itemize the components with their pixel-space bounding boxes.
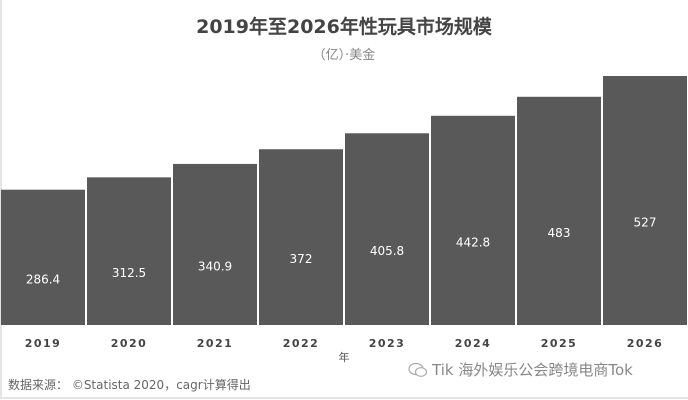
bar-2025 [517,96,601,326]
x-tick-label: 2019 [25,337,62,350]
bar-2019 [1,189,85,325]
data-label: 527 [634,216,657,230]
bar-2026 [603,76,687,325]
source-note: 数据来源： ©Statista 2020，cagr计算得出 [8,378,251,392]
data-label: 312.5 [112,266,146,280]
bar-2024 [431,115,515,326]
watermark-text: Tik 海外娱乐公会跨境电商Tok [432,361,633,379]
data-label: 483 [548,226,571,240]
bar-2020 [87,177,171,325]
data-label: 405.8 [370,244,404,258]
data-label: 372 [290,252,313,266]
wechat-icon [408,362,428,377]
chart-title: 2019年至2026年性玩具市场规模 [196,16,492,38]
watermark: Tik 海外娱乐公会跨境电商Tok [408,359,633,380]
bar-2022 [259,149,343,325]
bar-chart: 286.4 2019 312.5 2020 340.9 2021 372 2022 405.8 2… [1,76,687,350]
x-tick-label: 2026 [627,337,664,350]
x-tick-label: 2022 [283,337,320,350]
x-tick-label: 2024 [455,337,492,350]
bar-2023 [345,133,429,325]
chart-subtitle: （亿）·美金 [312,48,376,63]
x-tick-label: 2025 [541,337,578,350]
x-tick-label: 2021 [197,337,234,350]
data-label: 286.4 [26,272,60,286]
x-tick-label: 2020 [111,337,148,350]
x-axis-label: 年 [338,351,350,364]
bar-2021 [173,163,257,325]
x-tick-label: 2023 [369,337,406,350]
data-label: 442.8 [456,235,490,249]
data-label: 340.9 [198,259,232,273]
